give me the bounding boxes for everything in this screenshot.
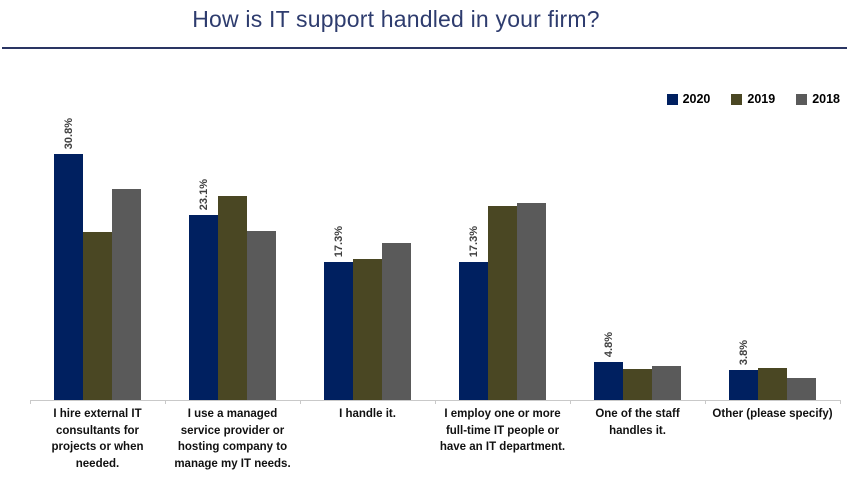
legend-swatch bbox=[666, 93, 678, 105]
legend-label: 2018 bbox=[812, 92, 840, 106]
category-label: I handle it. bbox=[339, 408, 396, 420]
legend-item-2018: 2018 bbox=[796, 92, 840, 106]
data-label: 30.8% bbox=[62, 117, 75, 149]
bar-group: 3.8% bbox=[705, 91, 840, 400]
bar-2018 bbox=[382, 242, 411, 400]
bar-2018 bbox=[652, 366, 681, 400]
plot-area: 30.8% 23.1% 17.3% 17.3% 4.8% 3.8% bbox=[30, 91, 841, 404]
data-label: 23.1% bbox=[197, 179, 210, 211]
category-labels: I hire external IT consultants for proje… bbox=[30, 406, 840, 472]
legend-item-2020: 2020 bbox=[666, 92, 711, 106]
category-label: Other (please specify) bbox=[712, 408, 833, 420]
bar-2019 bbox=[218, 196, 247, 400]
bar-2020: 4.8% bbox=[594, 332, 623, 400]
data-label: 3.8% bbox=[737, 339, 750, 365]
bar-2019 bbox=[353, 259, 382, 400]
bar-2018 bbox=[247, 230, 276, 400]
bar-2019 bbox=[83, 232, 112, 400]
bar-2020: 17.3% bbox=[459, 226, 488, 400]
bar-2020: 23.1% bbox=[189, 179, 218, 400]
bar-group: 30.8% bbox=[30, 91, 165, 400]
bar-group: 23.1% bbox=[165, 91, 300, 400]
bar-2018 bbox=[787, 378, 816, 400]
legend-swatch bbox=[731, 93, 743, 105]
bar-2019 bbox=[758, 368, 787, 400]
bar-group: 17.3% bbox=[300, 91, 435, 400]
bar-group: 4.8% bbox=[570, 91, 705, 400]
bar-2020: 17.3% bbox=[324, 226, 353, 400]
data-label: 17.3% bbox=[467, 225, 480, 257]
bar-2018 bbox=[112, 189, 141, 400]
data-label: 17.3% bbox=[332, 225, 345, 257]
legend-label: 2020 bbox=[682, 92, 711, 106]
data-label: 4.8% bbox=[602, 331, 615, 357]
category-label: I use a managed service provider or host… bbox=[174, 408, 291, 470]
legend: 2020 2019 2018 bbox=[666, 92, 840, 106]
category-label: One of the staff handles it. bbox=[595, 408, 680, 437]
axis-tick bbox=[30, 400, 31, 404]
legend-item-2019: 2019 bbox=[731, 92, 775, 106]
chart-title: How is IT support handled in your firm? bbox=[192, 6, 600, 32]
legend-label: 2019 bbox=[747, 92, 776, 106]
axis-tick bbox=[570, 400, 571, 404]
legend-swatch bbox=[796, 93, 808, 105]
axis-tick bbox=[840, 400, 841, 404]
category-label: I employ one or more full-time IT people… bbox=[439, 408, 566, 453]
bar-2020: 30.8% bbox=[54, 118, 83, 400]
bar-2019 bbox=[488, 205, 517, 400]
title-divider bbox=[2, 47, 847, 49]
bar-2020: 3.8% bbox=[729, 340, 758, 400]
category-label: I hire external IT consultants for proje… bbox=[51, 408, 144, 470]
axis-tick bbox=[435, 400, 436, 404]
axis-tick bbox=[705, 400, 706, 404]
bar-2019 bbox=[623, 368, 652, 400]
axis-tick bbox=[300, 400, 301, 404]
bar-2018 bbox=[517, 202, 546, 400]
axis-tick bbox=[165, 400, 166, 404]
bar-group: 17.3% bbox=[435, 91, 570, 400]
